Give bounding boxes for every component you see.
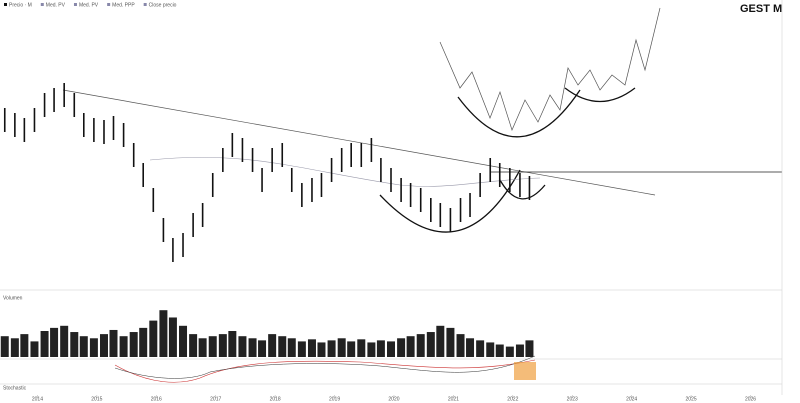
arc [379,169,521,233]
trend-line [62,89,656,196]
x-tick-label: 2026 [745,396,756,402]
volume-bar [426,332,435,357]
volume-bar [218,334,227,357]
volume-bar [416,334,425,357]
volume-bar [515,344,524,357]
volume-bar [208,336,217,357]
x-tick-label: 2018 [270,396,281,402]
volume-bar [79,336,88,357]
arc [564,87,636,103]
volume-bar [347,341,356,357]
volume-bar [525,340,534,357]
volume-bar [40,331,49,357]
highlight [514,362,536,380]
volume-bar [357,339,366,357]
volume-bar [476,340,485,357]
chart-title: GEST M [740,3,782,15]
volume-bar [179,325,188,357]
x-tick-label: 2020 [388,396,399,402]
volume-bar [20,334,29,357]
volume-bar [456,334,465,357]
volume-bar [99,334,108,357]
volume-bar [149,320,158,357]
volume-bar [248,338,257,357]
legend-swatch [73,3,77,6]
x-tick-label: 2024 [626,396,637,402]
volume-bar [376,340,385,357]
x-tick-label: 2025 [686,396,697,402]
panel-label: Stochastic [3,385,27,391]
legend-label: Med. PV [79,2,99,8]
volume-bar [50,327,59,357]
volume-bar [129,332,138,357]
projection [439,7,661,131]
legend-swatch [4,3,7,6]
volume-bar [70,332,79,357]
oscillator [114,355,536,379]
legend-label: Med. PPP [112,2,135,8]
legend-label: Precio · M [9,2,32,8]
volume-bar [89,338,98,357]
x-tick-label: 2019 [329,396,340,402]
volume-bar [238,336,247,357]
legend-swatch [40,3,44,6]
x-tick-label: 2016 [151,396,162,402]
volume-bar [317,342,326,357]
volume-bar [327,340,336,357]
x-tick-label: 2021 [448,396,459,402]
x-tick-label: 2023 [567,396,578,402]
legend-swatch [107,3,111,6]
volume-bar [60,325,69,357]
volume-bar [258,340,267,357]
volume-bar [436,325,445,357]
volume-bar [10,338,19,357]
x-tick-label: 2017 [210,396,221,402]
volume-bar [0,336,9,357]
volume-bar [505,346,514,357]
volume-bar [228,331,237,357]
legend-swatch [143,3,147,6]
oscillator [114,359,536,383]
arc [499,179,546,200]
legend-label: Med. PV [46,2,66,8]
volume-bar [278,336,287,357]
legend: Precio · M Med. PV Med. PV Med. PPP Close pr… [4,2,177,8]
volume-bar [307,339,316,357]
x-tick-label: 2022 [507,396,518,402]
volume-bar [495,344,504,357]
volume-bar [387,341,395,357]
volume-bar [367,342,376,357]
volume-bar [268,334,277,357]
volume-bar [297,341,306,357]
x-tick-label: 2015 [91,396,102,402]
volume-bar [287,338,296,357]
volume-bar [30,341,39,357]
volume-bar [198,338,207,357]
volume-bar [486,342,495,357]
volume-bar [189,334,198,357]
legend-label: Close precio [149,2,177,8]
volume-bar [119,336,128,357]
volume-bar [109,329,118,357]
volume-bar [139,327,148,357]
volume-bar [406,336,415,357]
panel-label: Volumen [3,295,23,301]
volume-bar [168,317,177,357]
volume-bar [159,310,168,357]
volume-bar [397,338,406,357]
volume-bar [337,338,346,357]
arc [457,89,581,138]
volume-bar [466,338,475,357]
volume-bar [446,327,455,357]
x-tick-label: 2014 [32,396,43,402]
